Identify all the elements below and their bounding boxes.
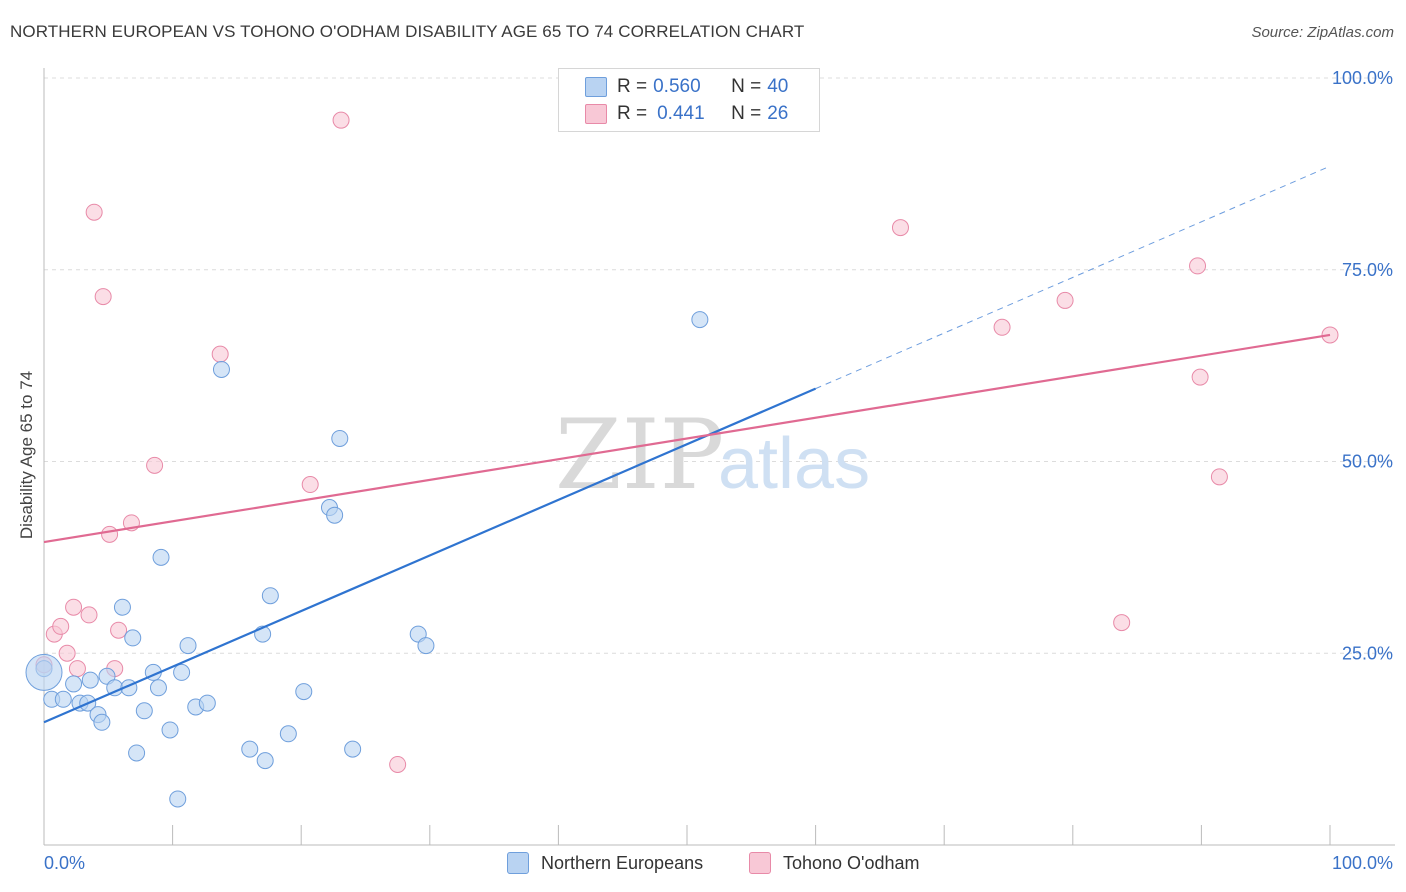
legend-n-value: 40 — [767, 76, 789, 97]
data-point-northern-europeans — [161, 721, 179, 739]
bottom-legend-swatch-blue — [507, 852, 529, 874]
legend-swatch-blue — [585, 77, 607, 97]
source-label: Source: ZipAtlas.com — [1251, 24, 1394, 41]
data-point-northern-europeans — [344, 740, 362, 758]
data-point-northern-europeans — [128, 744, 146, 762]
data-point-tohono-oodham — [389, 755, 407, 773]
y-tick-label: 75.0% — [1342, 260, 1393, 280]
data-point-northern-europeans — [326, 506, 344, 524]
legend-r-value: 0.560 — [653, 76, 701, 97]
data-point-northern-europeans — [331, 429, 349, 447]
data-point-northern-europeans — [54, 690, 72, 708]
legend-r-label: R = — [617, 76, 648, 97]
y-tick-label: 100.0% — [1332, 68, 1393, 88]
data-point-tohono-oodham — [332, 111, 350, 129]
trend-line-tohono-oodham — [43, 333, 1331, 544]
bottom-legend-swatch-pink — [749, 852, 771, 874]
data-point-northern-europeans — [65, 675, 83, 693]
bottom-legend-northern-europeans: Northern Europeans — [507, 852, 703, 874]
data-point-tohono-oodham — [1210, 468, 1228, 486]
data-point-northern-europeans — [81, 671, 99, 689]
legend-swatch-pink — [585, 104, 607, 124]
bottom-legend-label-blue: Northern Europeans — [541, 852, 704, 873]
data-point-northern-europeans — [152, 548, 170, 566]
legend-n-label: N = — [731, 76, 762, 97]
data-point-tohono-oodham — [110, 621, 128, 639]
tick-labels: 25.0% 50.0% 75.0% 100.0% 0.0% 100.0% — [44, 68, 1393, 873]
data-point-tohono-oodham — [80, 606, 98, 624]
data-point-tohono-oodham — [58, 644, 76, 662]
data-point-northern-europeans — [417, 637, 435, 655]
grid-lines — [44, 77, 1395, 654]
data-point-tohono-oodham — [68, 660, 86, 678]
legend-n-label: N = — [731, 103, 762, 124]
data-point-tohono-oodham — [1189, 257, 1207, 275]
data-point-tohono-oodham — [301, 476, 319, 494]
data-point-northern-europeans — [173, 663, 191, 681]
data-point-northern-europeans — [179, 637, 197, 655]
data-point-northern-europeans — [295, 683, 313, 701]
data-point-tohono-oodham — [85, 203, 103, 221]
data-point-tohono-oodham — [94, 288, 112, 306]
points-northern-europeans — [25, 311, 709, 808]
data-point-northern-europeans — [124, 629, 142, 647]
legend-n-value: 26 — [767, 103, 789, 124]
data-point-tohono-oodham — [146, 456, 164, 474]
data-point-tohono-oodham — [1113, 614, 1131, 632]
legend-box: R = 0.560 N = 40 R = 0.441 N = 26 — [558, 68, 820, 132]
y-tick-label: 50.0% — [1342, 452, 1393, 472]
data-point-tohono-oodham — [52, 617, 70, 635]
data-point-northern-europeans — [149, 679, 167, 697]
data-point-northern-europeans — [261, 587, 279, 605]
y-tick-label: 25.0% — [1342, 643, 1393, 663]
data-point-northern-europeans — [212, 360, 230, 378]
legend-row-tohono-oodham: R = 0.441 N = 26 — [585, 102, 788, 126]
x-tick-label: 100.0% — [1332, 853, 1393, 873]
data-point-northern-europeans — [691, 311, 709, 329]
data-point-northern-europeans — [135, 702, 153, 720]
y-axis-label: Disability Age 65 to 74 — [17, 371, 36, 539]
data-point-northern-europeans — [93, 713, 111, 731]
data-point-tohono-oodham — [1191, 368, 1209, 386]
watermark-atlas: atlas — [718, 424, 870, 504]
data-point-tohono-oodham — [891, 219, 909, 237]
bottom-legend-tohono-oodham: Tohono O'odham — [749, 852, 920, 874]
x-tick-label: 0.0% — [44, 853, 85, 873]
data-point-northern-europeans — [169, 790, 187, 808]
legend-r-value: 0.441 — [657, 103, 705, 124]
data-point-tohono-oodham — [211, 345, 229, 363]
trend-line-northern-europeans — [43, 387, 817, 724]
data-point-northern-europeans — [198, 694, 216, 712]
data-point-northern-europeans — [256, 752, 274, 770]
data-point-northern-europeans — [241, 740, 259, 758]
points-tohono-oodham — [35, 111, 1339, 773]
data-point-northern-europeans — [113, 598, 131, 616]
bottom-legend-label-pink: Tohono O'odham — [783, 852, 920, 873]
axes — [43, 68, 1395, 846]
trend-line-extension-northern-europeans — [815, 165, 1331, 390]
data-point-tohono-oodham — [65, 598, 83, 616]
trend-lines — [43, 165, 1331, 724]
data-point-tohono-oodham — [101, 525, 119, 543]
bottom-legend: Northern Europeans Tohono O'odham — [0, 852, 1406, 878]
data-point-tohono-oodham — [1056, 291, 1074, 309]
legend-row-northern-europeans: R = 0.560 N = 40 — [585, 75, 788, 99]
data-point-tohono-oodham — [993, 318, 1011, 336]
chart-title: NORTHERN EUROPEAN VS TOHONO O'ODHAM DISA… — [10, 22, 805, 41]
data-point-northern-europeans — [279, 725, 297, 743]
legend-r-label: R = — [617, 103, 648, 124]
data-point-northern-europeans — [25, 653, 63, 691]
